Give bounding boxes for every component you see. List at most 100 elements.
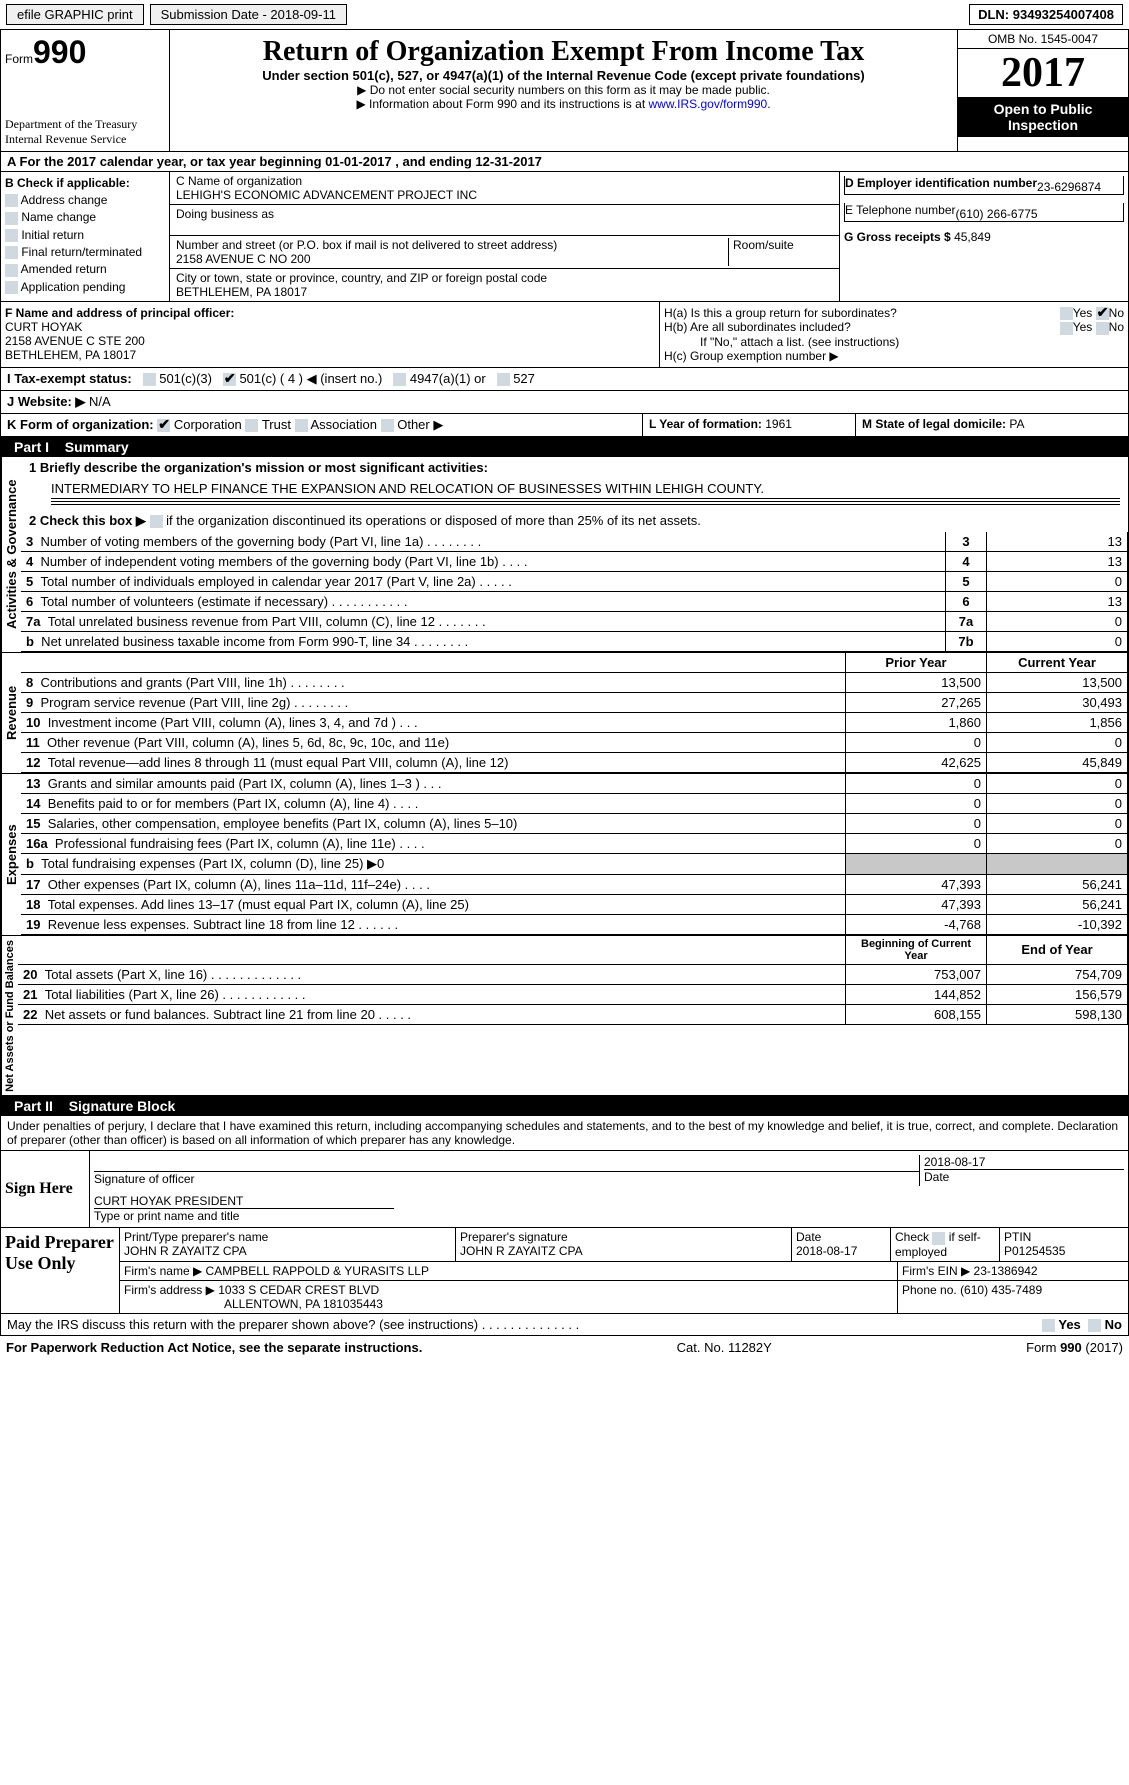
table-row: 20 Total assets (Part X, line 16) . . . … xyxy=(18,964,1128,984)
hb-label: H(b) Are all subordinates included? xyxy=(664,320,851,334)
prep-name: JOHN R ZAYAITZ CPA xyxy=(124,1244,451,1258)
row-a: A For the 2017 calendar year, or tax yea… xyxy=(0,152,1129,172)
sig-date-label: Date xyxy=(924,1170,1124,1184)
gross-label: G Gross receipts $ xyxy=(844,230,954,244)
year-formation: 1961 xyxy=(765,417,792,431)
table-row: 10 Investment income (Part VIII, column … xyxy=(21,712,1128,732)
discuss-row: May the IRS discuss this return with the… xyxy=(0,1314,1129,1336)
firm-addr1: 1033 S CEDAR CREST BLVD xyxy=(218,1283,379,1297)
hb-note: If "No," attach a list. (see instruction… xyxy=(664,335,1124,349)
table-row: 9 Program service revenue (Part VIII, li… xyxy=(21,692,1128,712)
chk-discontinued[interactable] xyxy=(150,515,163,528)
table-row: 21 Total liabilities (Part X, line 26) .… xyxy=(18,984,1128,1004)
prep-sig: JOHN R ZAYAITZ CPA xyxy=(460,1244,787,1258)
chk-501c3[interactable] xyxy=(143,373,156,386)
chk-trust[interactable] xyxy=(245,419,258,432)
chk-527[interactable] xyxy=(497,373,510,386)
part2-header: Part II Signature Block xyxy=(0,1096,1129,1116)
chk-self-employed[interactable] xyxy=(932,1232,945,1245)
officer-printed-name: CURT HOYAK PRESIDENT xyxy=(94,1194,394,1209)
street-label: Number and street (or P.O. box if mail i… xyxy=(176,238,724,252)
prep-name-label: Print/Type preparer's name xyxy=(124,1230,451,1244)
chk-ha-yes[interactable] xyxy=(1060,307,1073,320)
chk-discuss-yes[interactable] xyxy=(1042,1319,1055,1332)
cat-number: Cat. No. 11282Y xyxy=(677,1340,772,1355)
submission-date: Submission Date - 2018-09-11 xyxy=(150,4,347,25)
firm-phone: (610) 435-7489 xyxy=(960,1283,1042,1297)
sidelabel-revenue: Revenue xyxy=(1,653,21,773)
signature-block: Under penalties of perjury, I declare th… xyxy=(0,1116,1129,1313)
row-i: I Tax-exempt status: 501(c)(3) 501(c) ( … xyxy=(0,368,1129,391)
f-label: F Name and address of principal officer: xyxy=(5,306,234,320)
row-j: J Website: ▶ N/A xyxy=(0,391,1129,414)
chk-discuss-no[interactable] xyxy=(1088,1319,1101,1332)
section-netassets: Net Assets or Fund Balances Beginning of… xyxy=(0,936,1129,1097)
chk-app-pending[interactable] xyxy=(5,281,18,294)
row-f-h: F Name and address of principal officer:… xyxy=(0,302,1129,368)
hc-label: H(c) Group exemption number ▶ xyxy=(664,349,1124,363)
firm-name: CAMPBELL RAPPOLD & YURASITS LLP xyxy=(206,1264,429,1278)
sidelabel-netassets: Net Assets or Fund Balances xyxy=(1,936,18,1096)
officer-addr1: 2158 AVENUE C STE 200 xyxy=(5,334,655,348)
form-title: Return of Organization Exempt From Incom… xyxy=(176,36,951,68)
table-row: 15 Salaries, other compensation, employe… xyxy=(21,813,1128,833)
ptin: P01254535 xyxy=(1004,1244,1124,1258)
efile-button[interactable]: efile GRAPHIC print xyxy=(6,4,144,25)
dept-label: Department of the Treasury Internal Reve… xyxy=(5,117,165,147)
table-row: 8 Contributions and grants (Part VIII, l… xyxy=(21,672,1128,692)
chk-assoc[interactable] xyxy=(295,419,308,432)
table-row: 3 Number of voting members of the govern… xyxy=(21,532,1128,552)
chk-amended[interactable] xyxy=(5,264,18,277)
form-number: 990 xyxy=(33,34,86,70)
declaration-text: Under penalties of perjury, I declare th… xyxy=(1,1116,1128,1151)
part1-header: Part I Summary xyxy=(0,437,1129,457)
chk-other[interactable] xyxy=(381,419,394,432)
table-row: 4 Number of independent voting members o… xyxy=(21,551,1128,571)
table-netassets: Beginning of Current YearEnd of Year 20 … xyxy=(18,936,1128,1025)
omb-number: OMB No. 1545-0047 xyxy=(958,30,1128,49)
row-klm: K Form of organization: Corporation Trus… xyxy=(0,414,1129,437)
paid-preparer-label: Paid Preparer Use Only xyxy=(1,1228,120,1312)
col-c: C Name of organizationLEHIGH'S ECONOMIC … xyxy=(170,172,840,301)
tax-year: 2017 xyxy=(958,49,1128,97)
section-expenses: Expenses 13 Grants and similar amounts p… xyxy=(0,774,1129,936)
table-row: 18 Total expenses. Add lines 13–17 (must… xyxy=(21,894,1128,914)
chk-corp[interactable] xyxy=(157,419,170,432)
form-footer: Form 990 (2017) xyxy=(1026,1340,1123,1355)
table-row: b Net unrelated business taxable income … xyxy=(21,631,1128,651)
irs-link[interactable]: www.IRS.gov/form990 xyxy=(648,97,767,111)
sign-here-label: Sign Here xyxy=(1,1151,90,1227)
street-value: 2158 AVENUE C NO 200 xyxy=(176,252,724,266)
officer-printed-label: Type or print name and title xyxy=(94,1209,1124,1223)
sidelabel-expenses: Expenses xyxy=(1,774,21,935)
chk-final-return[interactable] xyxy=(5,246,18,259)
table-row: 13 Grants and similar amounts paid (Part… xyxy=(21,774,1128,794)
chk-hb-no[interactable] xyxy=(1096,322,1109,335)
dln-box: DLN: 93493254007408 xyxy=(969,4,1123,25)
table-row: 19 Revenue less expenses. Subtract line … xyxy=(21,914,1128,934)
chk-4947[interactable] xyxy=(393,373,406,386)
chk-ha-no[interactable] xyxy=(1096,307,1109,320)
col-b: B Check if applicable: Address change Na… xyxy=(1,172,170,301)
chk-hb-yes[interactable] xyxy=(1060,322,1073,335)
box-bcd: B Check if applicable: Address change Na… xyxy=(0,172,1129,302)
firm-ein: 23-1386942 xyxy=(974,1264,1038,1278)
tel-label: E Telephone number xyxy=(845,203,956,221)
table-row: 5 Total number of individuals employed i… xyxy=(21,571,1128,591)
website-value: N/A xyxy=(89,394,111,409)
table-row: 17 Other expenses (Part IX, column (A), … xyxy=(21,874,1128,894)
table-row: 11 Other revenue (Part VIII, column (A),… xyxy=(21,732,1128,752)
c-name-label: C Name of organization xyxy=(176,174,833,188)
section-revenue: Revenue Prior YearCurrent Year 8 Contrib… xyxy=(0,653,1129,774)
chk-name-change[interactable] xyxy=(5,212,18,225)
pra-notice: For Paperwork Reduction Act Notice, see … xyxy=(6,1340,422,1355)
ein-label: D Employer identification number xyxy=(845,176,1037,194)
chk-initial-return[interactable] xyxy=(5,229,18,242)
form-subtitle: Under section 501(c), 527, or 4947(a)(1)… xyxy=(176,68,951,83)
chk-501c[interactable] xyxy=(223,373,236,386)
table-governance: 3 Number of voting members of the govern… xyxy=(21,532,1128,652)
sig-officer-label: Signature of officer xyxy=(94,1172,919,1186)
mission-text: INTERMEDIARY TO HELP FINANCE THE EXPANSI… xyxy=(51,481,764,496)
footer: For Paperwork Reduction Act Notice, see … xyxy=(0,1336,1129,1359)
chk-address-change[interactable] xyxy=(5,194,18,207)
